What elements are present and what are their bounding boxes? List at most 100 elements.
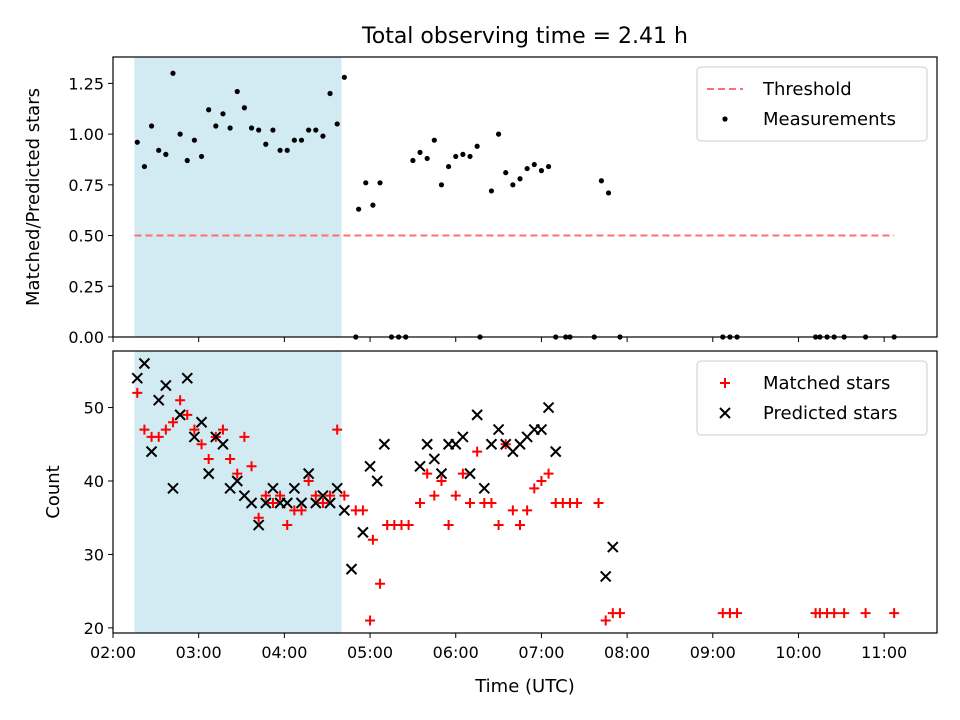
legend: Threshold Measurements	[696, 66, 928, 142]
matched-star-point	[246, 461, 257, 472]
matched-star-point	[443, 520, 454, 531]
matched-star-point	[486, 498, 497, 509]
measurement-point	[356, 206, 362, 212]
predicted-star-point	[345, 563, 358, 575]
matched-star-point	[203, 453, 214, 464]
x-tick-label: 02:00	[90, 643, 136, 662]
axes-frame	[112, 56, 938, 338]
matched-star-point	[515, 520, 526, 531]
matched-star-point	[296, 505, 307, 516]
predicted-star-point	[188, 431, 201, 443]
predicted-star-point	[152, 394, 165, 406]
matched-star-point	[593, 498, 604, 509]
measurement-point	[170, 70, 176, 76]
matched-star-point	[275, 490, 286, 501]
predicted-star-point	[421, 438, 433, 450]
predicted-star-point	[378, 438, 391, 450]
measurement-point	[270, 127, 276, 133]
matched-star-point	[357, 505, 368, 516]
measurement-point	[605, 190, 612, 196]
predicted-star-point	[435, 467, 448, 480]
matched-star-point	[332, 424, 343, 435]
measurement-point	[538, 168, 545, 174]
predicted-star-point	[364, 460, 376, 473]
legend-label: Predicted stars	[763, 403, 897, 424]
measurement-point	[298, 137, 305, 143]
legend-box	[696, 360, 928, 436]
predicted-star-point	[492, 423, 505, 436]
axes-frame	[112, 350, 938, 634]
matched-star-point	[543, 468, 554, 479]
measurement-point	[438, 182, 445, 188]
legend-label: Measurements	[763, 109, 896, 130]
predicted-star-point	[357, 526, 369, 539]
predicted-star-point	[295, 497, 308, 509]
predicted-star-point	[478, 482, 491, 495]
measurement-point	[445, 163, 452, 170]
matched-star-point	[217, 424, 228, 435]
predicted-star-point	[414, 460, 426, 473]
y-tick-label: 1.25	[68, 74, 104, 93]
predicted-star-point	[260, 497, 272, 509]
y-axis-label: Count	[43, 465, 64, 518]
predicted-star-point	[281, 497, 293, 509]
measurement-point	[598, 178, 605, 184]
measurement-point	[277, 147, 283, 153]
measurement-point	[198, 153, 205, 160]
matched-star-point	[375, 578, 386, 589]
y-tick-label: 0.75	[68, 176, 104, 195]
matched-star-point	[167, 417, 178, 428]
matched-star-point	[253, 512, 264, 523]
x-tick-label: 09:00	[690, 643, 736, 662]
matched-star-point	[507, 505, 518, 516]
predicted-star-point	[549, 445, 562, 458]
y-tick-label: 1.00	[68, 125, 104, 144]
matched-star-point	[225, 453, 236, 464]
measurement-point	[234, 88, 240, 95]
measurement-point	[213, 123, 219, 129]
predicted-star-point	[485, 438, 498, 450]
matched-star-point	[310, 490, 321, 501]
matched-star-point	[572, 498, 583, 509]
predicted-star-point	[145, 445, 158, 458]
measurement-point	[545, 163, 552, 170]
measurement-point	[206, 107, 212, 113]
matched-star-point	[139, 424, 150, 435]
measurement-point	[377, 180, 383, 186]
observing-window-band	[134, 57, 342, 337]
predicted-star-point	[174, 409, 186, 421]
x-tick-label: 06:00	[433, 643, 479, 662]
measurement-point	[431, 137, 437, 143]
predicted-star-point	[338, 504, 351, 517]
measurement-point	[177, 131, 183, 137]
measurement-point	[327, 90, 333, 97]
matched-star-point	[153, 431, 164, 442]
matched-star-point	[529, 483, 540, 494]
y-tick-label: 30	[84, 545, 104, 564]
predicted-star-point	[371, 475, 383, 487]
predicted-star-point	[599, 570, 612, 583]
matched-star-point	[267, 498, 278, 509]
legend-label: Matched stars	[763, 373, 890, 394]
matched-star-point	[160, 424, 171, 435]
legend-label: Threshold	[762, 79, 852, 100]
predicted-star-point	[167, 482, 179, 495]
y-tick-label: 0.00	[68, 328, 104, 347]
y-tick-label: 20	[84, 619, 104, 638]
measurement-point	[284, 147, 290, 153]
measurement-point	[291, 137, 297, 143]
matched-star-point	[367, 534, 378, 545]
measurement-point	[134, 139, 140, 145]
measurement-point	[220, 111, 226, 117]
measurement-point	[156, 147, 162, 153]
measurement-point	[163, 151, 169, 157]
x-tick-label: 10:00	[775, 643, 821, 662]
x-axis-label: Time (UTC)	[474, 676, 575, 697]
x-tick-label: 03:00	[176, 643, 222, 662]
matched-star-point	[282, 520, 293, 531]
matched-star-point	[415, 498, 426, 509]
measurement-point	[474, 143, 480, 149]
matched-star-point	[317, 498, 328, 509]
matched-star-point	[600, 615, 611, 626]
predicted-star-point	[324, 497, 336, 509]
